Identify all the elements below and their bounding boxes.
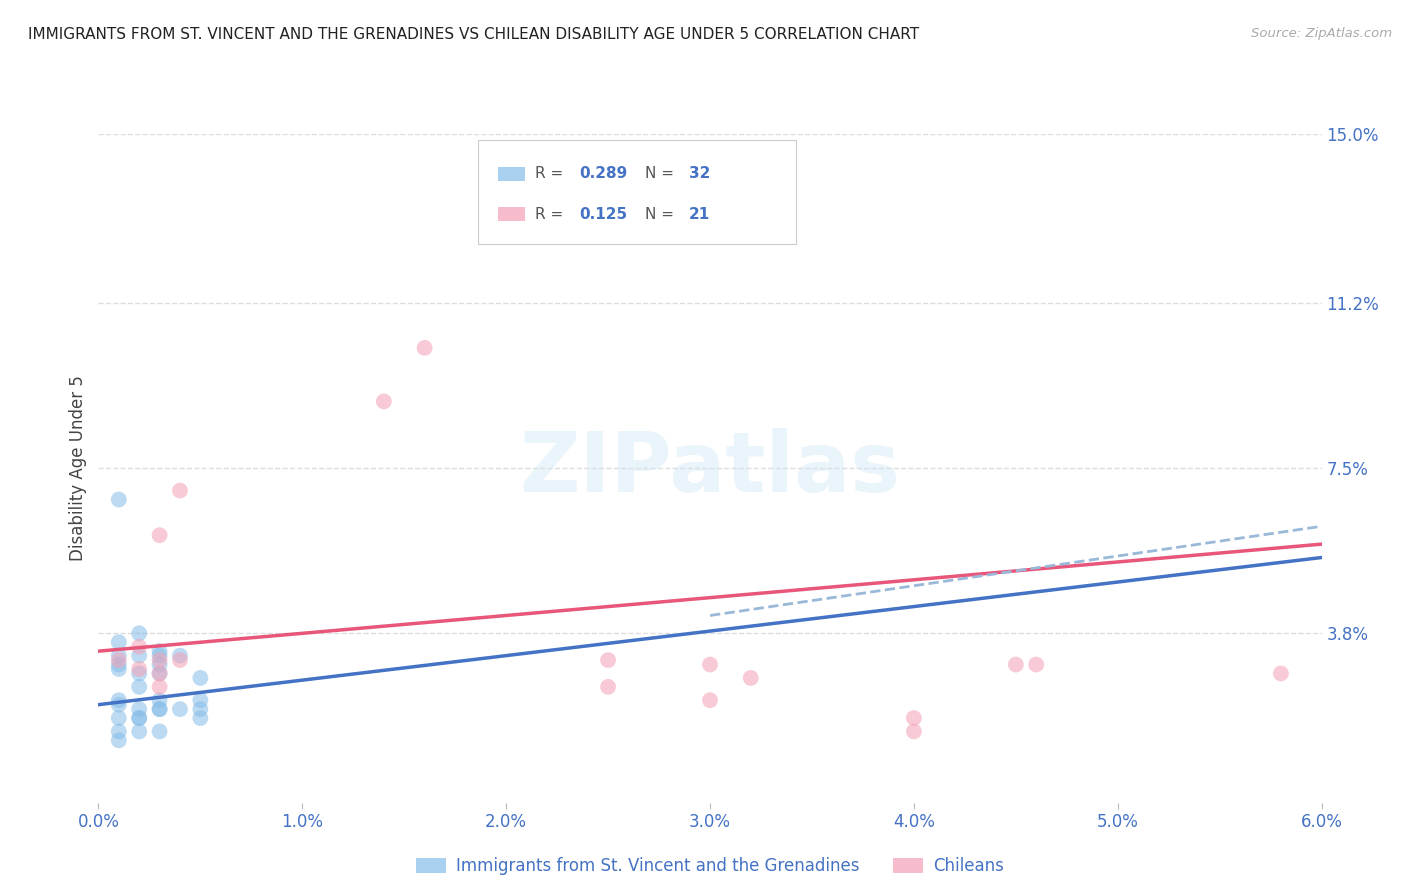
Point bbox=[903, 711, 925, 725]
Point bbox=[188, 711, 212, 725]
Point bbox=[149, 680, 172, 694]
Text: 0.125: 0.125 bbox=[579, 207, 627, 221]
Point bbox=[1004, 657, 1026, 672]
Point bbox=[108, 733, 131, 747]
Point bbox=[149, 528, 172, 542]
Point bbox=[128, 662, 150, 676]
Text: 21: 21 bbox=[689, 207, 710, 221]
Text: IMMIGRANTS FROM ST. VINCENT AND THE GRENADINES VS CHILEAN DISABILITY AGE UNDER 5: IMMIGRANTS FROM ST. VINCENT AND THE GREN… bbox=[28, 27, 920, 42]
Point bbox=[169, 483, 191, 498]
Point bbox=[149, 644, 172, 658]
Point bbox=[108, 653, 131, 667]
Point bbox=[149, 666, 172, 681]
Point bbox=[188, 702, 212, 716]
Point bbox=[108, 662, 131, 676]
Point bbox=[108, 698, 131, 712]
Point bbox=[128, 702, 150, 716]
Point bbox=[128, 648, 150, 663]
Y-axis label: Disability Age Under 5: Disability Age Under 5 bbox=[69, 376, 87, 561]
Point bbox=[903, 724, 925, 739]
Point bbox=[128, 711, 150, 725]
Point bbox=[128, 724, 150, 739]
Text: ZIPatlas: ZIPatlas bbox=[520, 428, 900, 508]
Point bbox=[149, 648, 172, 663]
Point bbox=[169, 648, 191, 663]
Point bbox=[108, 648, 131, 663]
Point bbox=[128, 626, 150, 640]
Point bbox=[149, 702, 172, 716]
Text: N =: N = bbox=[645, 207, 679, 221]
Point bbox=[108, 635, 131, 649]
Text: R =: R = bbox=[536, 207, 568, 221]
FancyBboxPatch shape bbox=[498, 207, 526, 221]
Point bbox=[108, 711, 131, 725]
Point bbox=[108, 724, 131, 739]
Point bbox=[1270, 666, 1292, 681]
Text: R =: R = bbox=[536, 167, 568, 181]
Text: Source: ZipAtlas.com: Source: ZipAtlas.com bbox=[1251, 27, 1392, 40]
Text: 0.289: 0.289 bbox=[579, 167, 627, 181]
Point bbox=[128, 640, 150, 654]
Point bbox=[128, 711, 150, 725]
Point bbox=[108, 693, 131, 707]
Point bbox=[1025, 657, 1047, 672]
Point bbox=[699, 693, 721, 707]
Point bbox=[149, 653, 172, 667]
Point bbox=[149, 693, 172, 707]
Point bbox=[598, 653, 620, 667]
Text: 32: 32 bbox=[689, 167, 710, 181]
Point bbox=[149, 724, 172, 739]
FancyBboxPatch shape bbox=[498, 167, 526, 181]
Point bbox=[128, 666, 150, 681]
FancyBboxPatch shape bbox=[478, 141, 796, 244]
Point bbox=[128, 680, 150, 694]
Point bbox=[740, 671, 762, 685]
Point bbox=[413, 341, 436, 355]
Point bbox=[108, 492, 131, 507]
Point bbox=[169, 702, 191, 716]
Point bbox=[149, 657, 172, 672]
Text: N =: N = bbox=[645, 167, 679, 181]
Point bbox=[373, 394, 395, 409]
Legend: Immigrants from St. Vincent and the Grenadines, Chileans: Immigrants from St. Vincent and the Gren… bbox=[409, 850, 1011, 881]
Point bbox=[598, 680, 620, 694]
Point bbox=[169, 653, 191, 667]
Point bbox=[188, 693, 212, 707]
Point bbox=[699, 657, 721, 672]
Point bbox=[149, 666, 172, 681]
Point bbox=[188, 671, 212, 685]
Point bbox=[108, 657, 131, 672]
Point bbox=[149, 702, 172, 716]
